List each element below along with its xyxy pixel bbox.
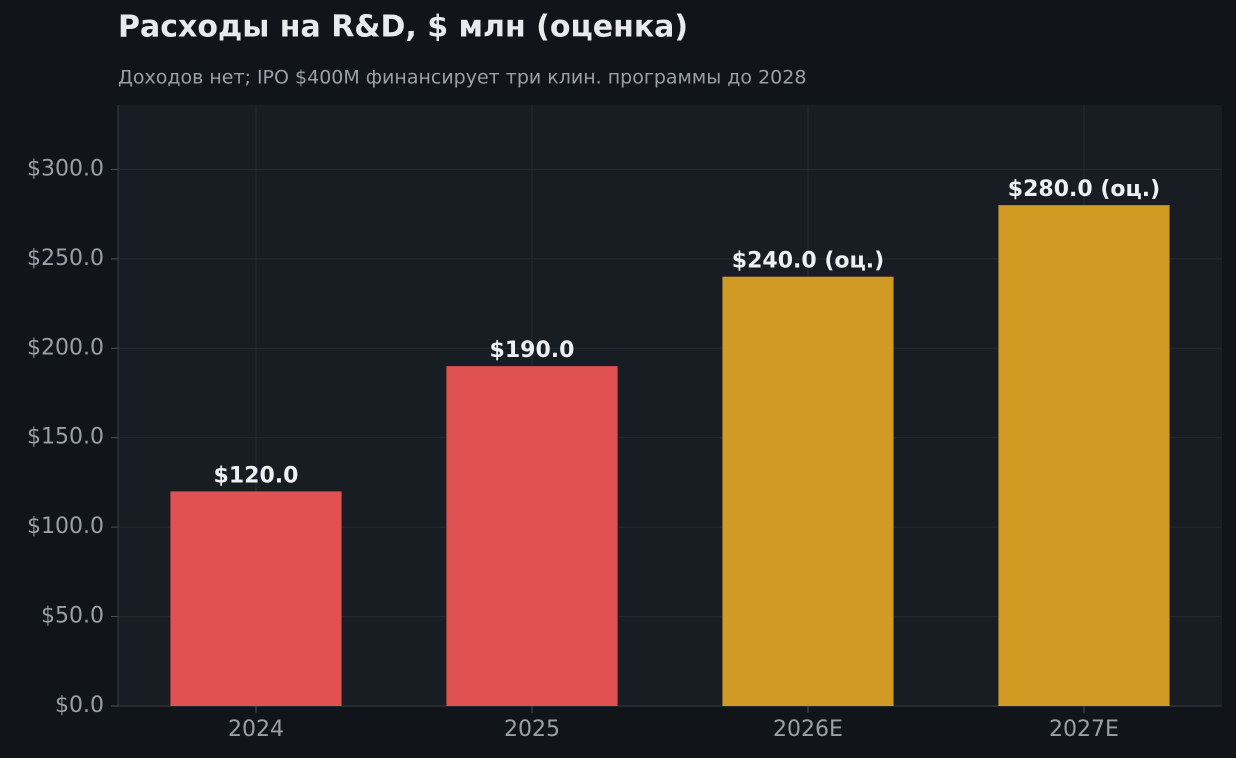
y-tick-label: $0.0: [55, 693, 104, 718]
x-tick-label: 2027E: [1049, 717, 1119, 742]
bar: [998, 205, 1170, 706]
value-label: $240.0 (оц.): [732, 249, 884, 274]
value-label: $190.0: [490, 338, 575, 363]
y-tick-label: $100.0: [27, 514, 104, 539]
chart-subtitle: Доходов нет; IPO $400M финансирует три к…: [118, 67, 806, 89]
value-label: $120.0: [214, 463, 299, 488]
bar: [170, 491, 342, 706]
x-tick-label: 2026E: [773, 717, 843, 742]
y-tick-label: $250.0: [27, 246, 104, 271]
y-tick-label: $200.0: [27, 335, 104, 360]
value-label: $280.0 (оц.): [1008, 177, 1160, 202]
y-tick-label: $300.0: [27, 156, 104, 181]
bar: [722, 276, 894, 706]
x-tick-label: 2025: [504, 717, 560, 742]
y-tick-label: $50.0: [41, 604, 104, 629]
bar: [446, 366, 618, 706]
chart-title: Расходы на R&D, $ млн (оценка): [118, 10, 688, 45]
y-tick-label: $150.0: [27, 425, 104, 450]
x-tick-label: 2024: [228, 717, 284, 742]
